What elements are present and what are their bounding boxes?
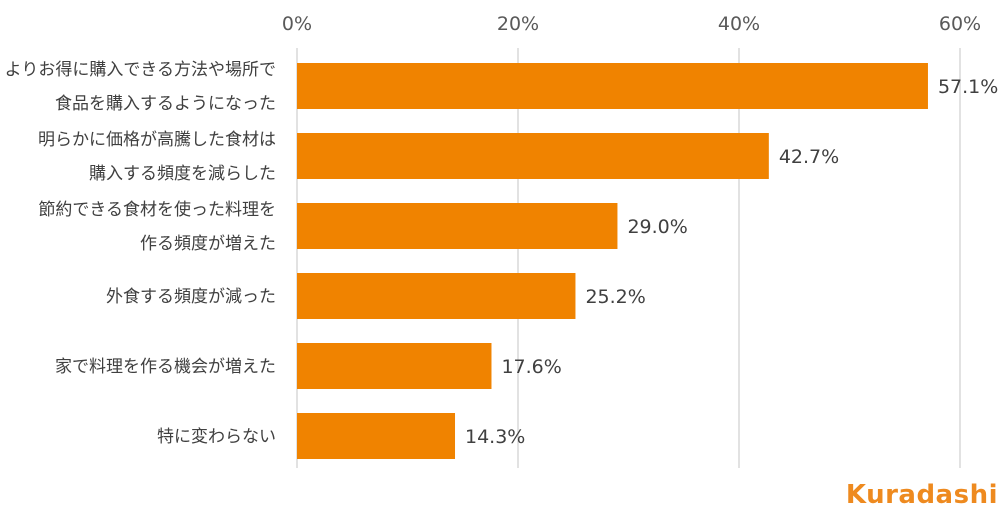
x-tick-label: 40% [718, 13, 760, 35]
gridlines [296, 48, 961, 468]
bar [297, 343, 492, 389]
category-labels: よりお得に購入できる方法や場所で食品を購入するようになった明らかに価格が高騰した… [5, 60, 276, 447]
x-tick-label: 0% [282, 13, 312, 35]
bar [297, 133, 769, 179]
category-label: 節約できる食材を使った料理を [38, 199, 276, 220]
value-label: 29.0% [627, 216, 687, 238]
value-labels: 57.1% 42.7% 29.0% 25.2% 17.6% 14.3% [465, 76, 998, 448]
bar [297, 203, 618, 249]
value-label: 14.3% [465, 426, 525, 448]
value-label: 57.1% [938, 76, 998, 98]
category-label: 食品を購入するようになった [55, 94, 276, 114]
category-label: 家で料理を作る機会が増えた [55, 357, 276, 377]
bars [297, 63, 928, 459]
value-label: 17.6% [501, 356, 561, 378]
category-label: 外食する頻度が減った [106, 287, 276, 307]
bar [297, 63, 928, 109]
value-label: 42.7% [779, 146, 839, 168]
kuradashi-logo: Kuradashi [845, 480, 998, 510]
category-label: 購入する頻度を減らした [89, 164, 276, 184]
value-label: 25.2% [585, 286, 645, 308]
category-label: よりお得に購入できる方法や場所で [5, 60, 276, 80]
x-tick-label: 20% [497, 13, 539, 35]
bar [297, 273, 576, 319]
category-label: 作る頻度が増えた [140, 234, 276, 254]
x-tick-label: 60% [939, 13, 981, 35]
category-label: 特に変わらない [157, 427, 276, 447]
bar [297, 413, 456, 459]
category-label: 明らかに価格が高騰した食材は [38, 130, 276, 150]
x-axis-ticks: 0% 20% 40% 60% [282, 13, 981, 35]
